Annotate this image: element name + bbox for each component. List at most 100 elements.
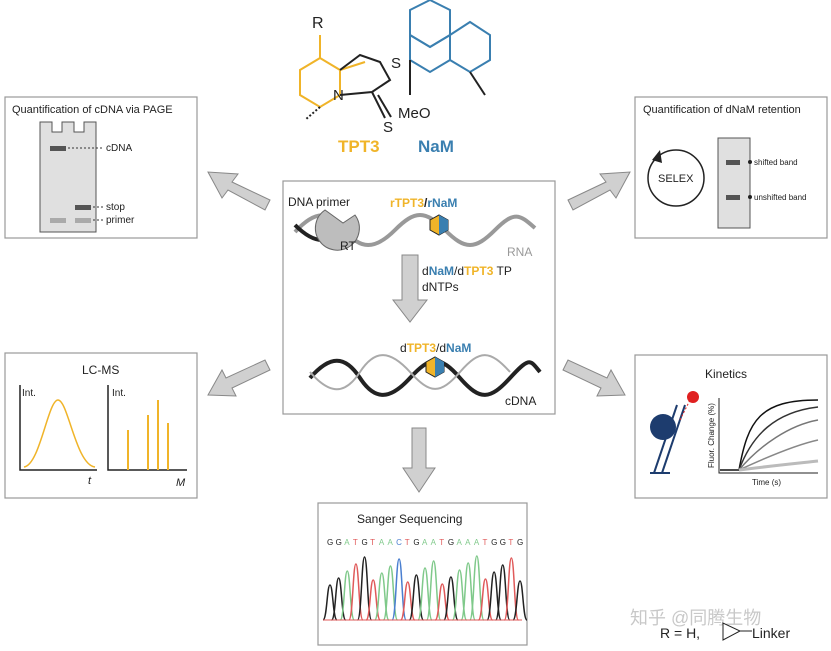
selex-cycle-icon: [647, 149, 705, 207]
shifted-dot: [748, 160, 752, 164]
arrow-to-retention-icon: [567, 171, 631, 211]
primer-band-1: [50, 218, 66, 223]
curve: [720, 399, 819, 471]
selex-label: SELEX: [658, 173, 694, 185]
lc-ylabel: Int.: [22, 388, 36, 399]
page-panel: [4, 96, 198, 239]
triazole-icon: [722, 622, 742, 641]
curve: [738, 406, 819, 471]
sequence-letter: G: [336, 538, 342, 547]
cycle-arrowhead-icon: [652, 150, 662, 163]
sequence-letter: A: [465, 538, 471, 547]
primer-band-2: [75, 218, 91, 223]
sequence-letter: G: [500, 538, 506, 547]
reagents-label: dNaM/dTPT3 TP: [422, 264, 512, 278]
stop-band: [75, 205, 91, 210]
rt-label: RT: [340, 239, 356, 253]
stop-band-label: stop: [106, 202, 125, 213]
sequence-letter: G: [362, 538, 368, 547]
sequence-letter: A: [431, 538, 437, 547]
ms-xlabel: M: [176, 477, 186, 489]
sequence-letter: T: [482, 538, 487, 547]
rna-label: RNA: [507, 245, 532, 259]
cdna-band: [50, 146, 66, 151]
quencher-icon: [650, 414, 676, 440]
cdna-label: cDNA: [505, 394, 536, 408]
bottom-pair-label: dTPT3/dNaM: [400, 341, 471, 355]
dntps-label: dNTPs: [422, 280, 459, 294]
strand-2: [661, 404, 686, 474]
lcms-title: LC-MS: [82, 363, 119, 377]
nam-half-icon-bottom: [435, 357, 444, 377]
unshifted-dot: [748, 195, 752, 199]
sequence-letter: G: [517, 538, 523, 547]
ms-peaks: [127, 400, 169, 470]
cdna-band-label: cDNA: [106, 143, 132, 154]
tpt3-label: TPT3: [338, 137, 380, 156]
tpt3-structure: [299, 35, 392, 121]
page-title: Quantification of cDNA via PAGE: [12, 104, 173, 116]
primer-band-label: primer: [106, 215, 135, 226]
meo-label: MeO: [398, 105, 431, 122]
sanger-title: Sanger Sequencing: [357, 512, 462, 526]
curve: [738, 439, 819, 471]
kinetics-title: Kinetics: [705, 367, 747, 381]
sequence-letter: G: [413, 538, 419, 547]
sanger-panel: [317, 502, 528, 646]
gel-lane-icon: [717, 137, 751, 229]
r-definition: R = H,: [660, 625, 700, 641]
unshifted-band: [726, 195, 740, 200]
fluorophore-icon: [687, 391, 699, 403]
rt-enzyme: [314, 209, 360, 251]
sequence-letter: T: [439, 538, 444, 547]
sequence-letter: A: [387, 538, 393, 547]
n-atom: N: [333, 87, 344, 104]
nam-label: NaM: [418, 137, 454, 156]
sequence-letter: A: [344, 538, 350, 547]
gel-icon: [39, 121, 97, 233]
trace-peak: [512, 580, 528, 621]
sequence-letter: G: [448, 538, 454, 547]
sequence-letter: G: [327, 538, 333, 547]
nam-half-icon: [439, 215, 448, 235]
template-strand: [309, 354, 511, 391]
lc-axes: [19, 385, 97, 471]
ms-ylabel: Int.: [112, 388, 126, 399]
kinetics-curves: [720, 399, 819, 472]
kinetics-ylabel: Fluor. Change (%): [707, 403, 716, 468]
shifted-band: [726, 160, 740, 165]
sequence-letter: A: [379, 538, 385, 547]
nam-structure: [409, 0, 491, 96]
sequence-letter: T: [370, 538, 375, 547]
sequence-letter: A: [422, 538, 428, 547]
s-thione-atom: S: [383, 119, 393, 136]
down-arrow-icon: [391, 254, 429, 323]
r-label: R: [312, 15, 324, 32]
unshifted-band-label: unshifted band: [754, 193, 807, 202]
linker-label: Linker: [752, 625, 790, 641]
lc-peak: [23, 399, 96, 468]
arrow-to-page-icon: [207, 171, 271, 211]
curve: [738, 419, 819, 471]
sequence-letter: A: [474, 538, 480, 547]
watermark: 知乎 @同腾生物: [630, 608, 761, 628]
lc-xlabel: t: [88, 475, 92, 487]
top-pair-label: rTPT3/rNaM: [390, 196, 457, 210]
curve: [738, 459, 819, 472]
sequence-letter: A: [457, 538, 463, 547]
arrow-to-kinetics-icon: [562, 359, 626, 397]
arrow-to-sanger-icon: [402, 427, 436, 493]
sequence-letter: T: [353, 538, 358, 547]
dna-primer-label: DNA primer: [288, 195, 350, 209]
sequence-letter: C: [396, 538, 402, 547]
ms-axes: [107, 385, 187, 471]
sequence-letter: G: [491, 538, 497, 547]
chromatogram: [322, 555, 528, 621]
retention-title: Quantification of dNaM retention: [643, 104, 801, 116]
shifted-band-label: shifted band: [754, 158, 798, 167]
lcms-panel: [4, 352, 198, 499]
arrow-to-lcms-icon: [207, 359, 271, 397]
sequence-letter: T: [405, 538, 410, 547]
